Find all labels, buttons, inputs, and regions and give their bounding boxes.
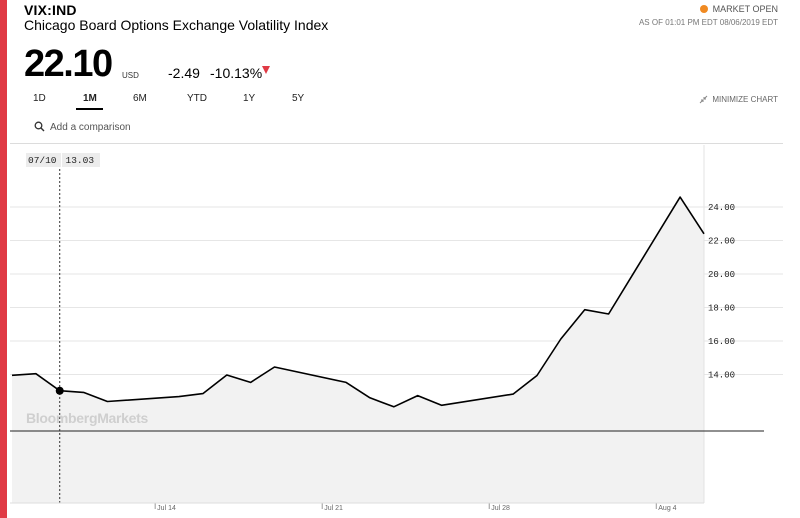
y-tick-label-5: 24.00 — [708, 203, 735, 213]
y-tick-label-4: 22.00 — [708, 237, 735, 247]
y-tick-label-0: 14.00 — [708, 371, 735, 381]
market-status: MARKET OPEN — [699, 4, 778, 14]
y-tick-label-3: 20.00 — [708, 270, 735, 280]
collapse-arrows-icon — [700, 95, 708, 104]
bloomberg-markets-watermark: BloombergMarkets — [26, 410, 149, 426]
comparison-input[interactable] — [50, 119, 166, 135]
security-name: Chicago Board Options Exchange Volatilit… — [24, 17, 329, 33]
tooltip-date: 07/10 — [28, 154, 57, 166]
price-change: -2.49 — [168, 65, 200, 81]
tab-ytd[interactable]: YTD — [187, 93, 207, 104]
tab-5y[interactable]: 5Y — [292, 93, 305, 104]
header-divider — [10, 143, 783, 144]
x-tick-label-1: Jul 21 — [324, 505, 343, 512]
tab-1y[interactable]: 1Y — [243, 93, 256, 104]
crosshair-tooltip: 07/10 13.03 — [26, 153, 101, 167]
crosshair-marker — [55, 386, 64, 395]
minimize-chart-label: MINIMIZE CHART — [712, 95, 778, 104]
x-tick-label-3: Aug 4 — [658, 505, 676, 512]
price-change-percent: -10.13% — [210, 65, 263, 81]
y-tick-label-1: 16.00 — [708, 337, 735, 347]
series-line — [11, 196, 705, 408]
accent-bar — [0, 0, 7, 518]
ticker-symbol: VIX:IND — [24, 2, 77, 18]
currency-label: USD — [122, 71, 139, 80]
search-icon — [34, 121, 45, 132]
status-dot-icon — [699, 5, 708, 13]
tab-1d[interactable]: 1D — [33, 93, 46, 104]
x-tick-label-0: Jul 14 — [157, 505, 176, 512]
tooltip-value: 13.03 — [65, 154, 95, 166]
y-tick-label-2: 18.00 — [708, 304, 735, 314]
series-area — [12, 197, 704, 503]
active-tab-underline — [76, 108, 103, 110]
minimize-chart-button[interactable]: MINIMIZE CHART — [699, 95, 778, 104]
last-price: 22.10 — [24, 43, 113, 85]
tab-1m[interactable]: 1M — [83, 93, 97, 104]
down-triangle-icon — [262, 66, 270, 74]
x-tick-label-2: Jul 28 — [491, 505, 510, 512]
market-status-label: MARKET OPEN — [712, 4, 778, 14]
tab-6m[interactable]: 6M — [133, 93, 147, 104]
as-of-timestamp: AS OF 01:01 PM EDT 08/06/2019 EDT — [638, 18, 778, 27]
